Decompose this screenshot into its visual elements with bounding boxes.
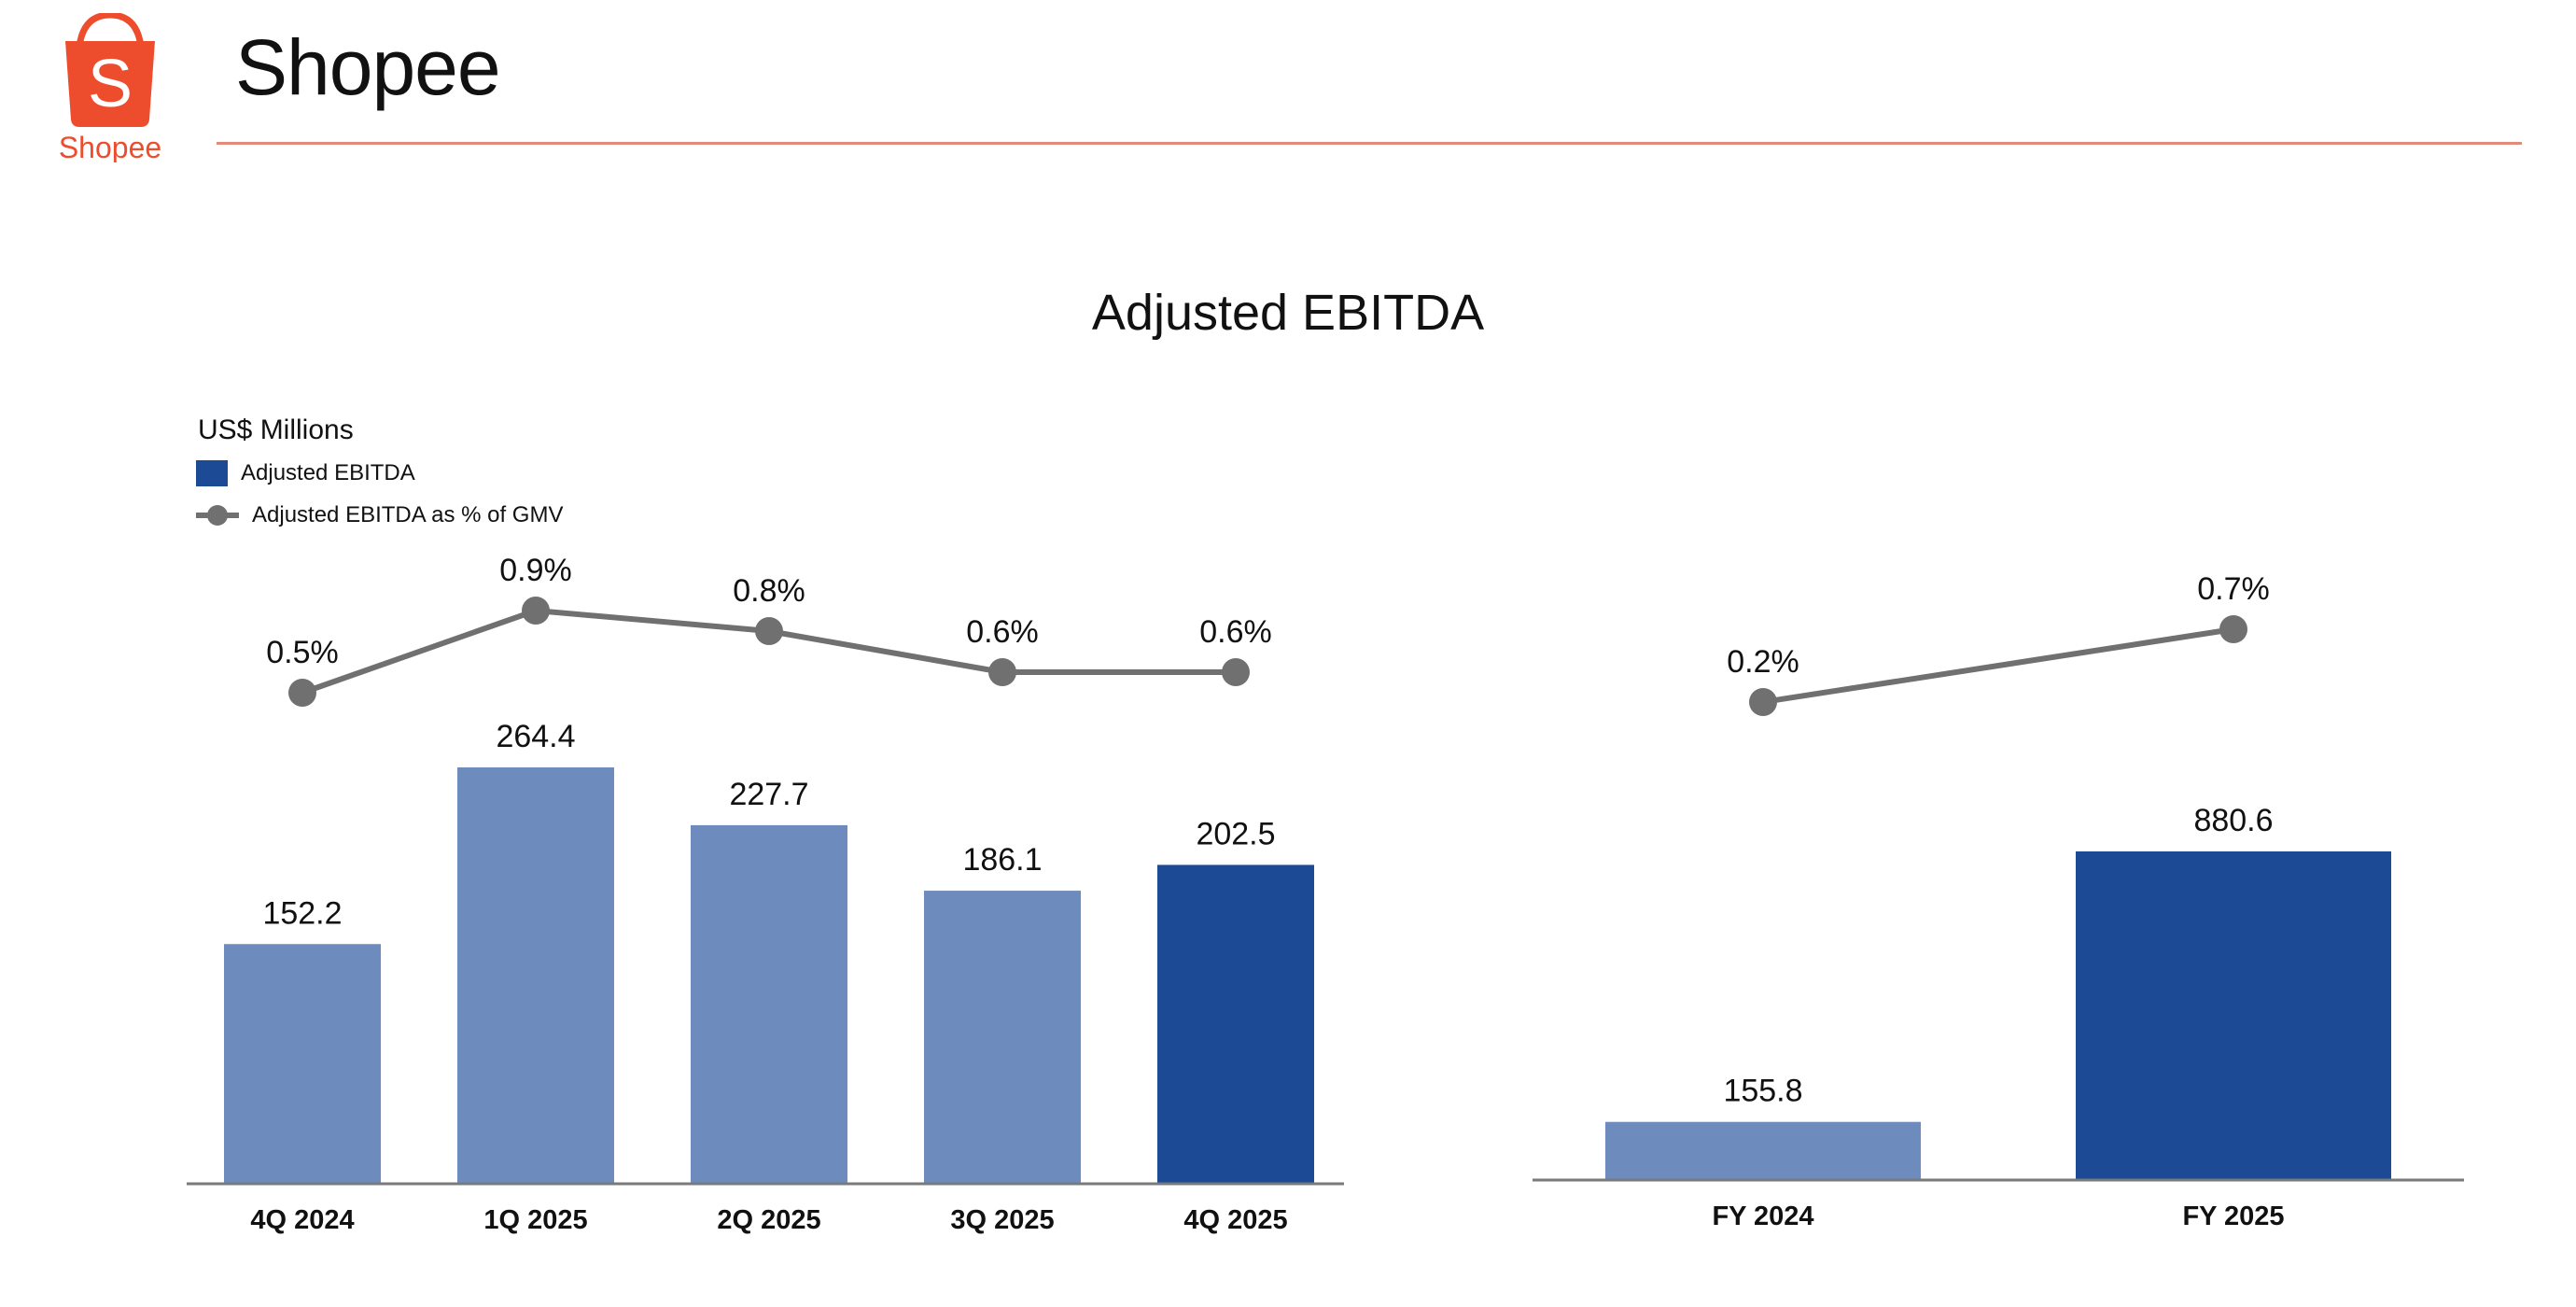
- shopping-bag-icon: [77, 13, 144, 45]
- line-data-label: 0.7%: [2197, 571, 2270, 607]
- line-point: [1749, 688, 1777, 716]
- bar: [2076, 851, 2391, 1180]
- line-point: [755, 617, 783, 645]
- bar-data-label: 155.8: [1723, 1074, 1802, 1109]
- line-point: [288, 679, 316, 707]
- line-data-label: 0.5%: [266, 635, 339, 670]
- bar: [1157, 864, 1314, 1184]
- category-tick-label: 4Q 2025: [1183, 1205, 1287, 1235]
- header-divider: [217, 142, 2522, 145]
- line-data-label: 0.9%: [499, 553, 572, 588]
- chart-title: Adjusted EBITDA: [1091, 285, 1485, 341]
- svg-text:S: S: [88, 47, 133, 121]
- line-data-label: 0.8%: [733, 573, 805, 609]
- page-title: Shopee: [235, 23, 501, 111]
- legend-item-line: Adjusted EBITDA as % of GMV: [196, 502, 563, 528]
- line-data-label: 0.6%: [966, 614, 1039, 650]
- bar-data-label: 186.1: [962, 842, 1042, 878]
- legend-swatch-bar: [196, 460, 228, 486]
- units-label: US$ Millions: [198, 415, 354, 445]
- bar: [457, 767, 614, 1184]
- bar: [224, 944, 381, 1184]
- category-tick-label: 2Q 2025: [717, 1205, 820, 1235]
- bar-data-label: 152.2: [262, 895, 342, 931]
- gmv-percent-line: [1762, 626, 2234, 705]
- legend-item-bar: Adjusted EBITDA: [196, 460, 415, 486]
- bar: [924, 891, 1081, 1184]
- logo-wordmark: Shopee: [59, 131, 161, 162]
- bar: [691, 824, 847, 1184]
- bar-data-label: 880.6: [2193, 803, 2273, 838]
- category-tick-label: FY 2025: [2182, 1202, 2284, 1231]
- category-tick-label: 4Q 2024: [250, 1205, 354, 1235]
- bar-data-label: 264.4: [496, 719, 575, 754]
- legend-label-bar: Adjusted EBITDA: [241, 460, 415, 485]
- line-data-label: 0.6%: [1199, 614, 1272, 650]
- legend-swatch-line: [196, 505, 239, 526]
- category-tick-label: 1Q 2025: [483, 1205, 587, 1235]
- category-tick-label: FY 2024: [1712, 1202, 1813, 1231]
- bar-data-label: 227.7: [729, 777, 808, 812]
- line-point: [522, 597, 550, 625]
- bar-data-label: 202.5: [1196, 816, 1275, 851]
- line-point: [2219, 615, 2247, 643]
- line-data-label: 0.2%: [1727, 644, 1799, 680]
- line-point: [988, 658, 1016, 686]
- category-tick-label: 3Q 2025: [950, 1205, 1054, 1235]
- line-point: [1222, 658, 1250, 686]
- bar: [1605, 1121, 1921, 1180]
- legend-label-line: Adjusted EBITDA as % of GMV: [252, 502, 564, 527]
- shopee-logo: S Shopee: [59, 13, 161, 162]
